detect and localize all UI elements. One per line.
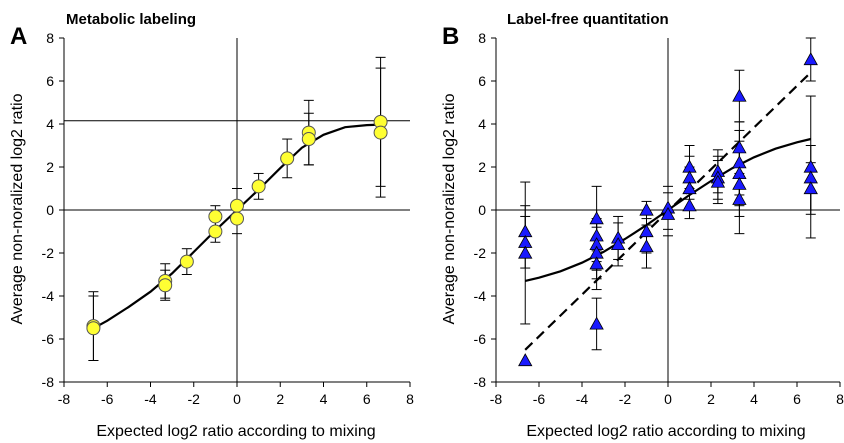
data-point [732,88,747,102]
x-tick-label: -2 [619,391,632,407]
x-tick-label: 8 [406,391,414,407]
y-axis-label: Average non-noralized log2 ratio [441,93,458,324]
x-tick-label: -4 [144,391,157,407]
data-point [208,209,223,224]
x-tick-label: -6 [101,391,114,407]
data-point [639,202,654,216]
data-point [732,191,747,205]
chart-title: Metabolic labeling [66,11,196,28]
x-tick-label: -8 [58,391,71,407]
x-tick-label: -2 [188,391,201,407]
data-point [682,181,697,195]
y-tick-label: -4 [42,288,55,304]
x-tick-label: 4 [750,391,758,407]
data-point [710,174,726,188]
y-axis-label: Average non-noralized log2 ratio [9,93,26,324]
data-point [230,211,244,226]
data-point [518,353,533,367]
y-tick-label: -8 [42,374,55,390]
x-tick-label: -6 [533,391,546,407]
y-tick-label: 6 [46,73,54,89]
chart-title: Label-free quantitation [507,11,669,28]
data-point [660,206,676,220]
data-point [251,179,266,194]
y-tick-label: 4 [478,116,486,132]
x-tick-label: 0 [664,391,672,407]
data-point [732,140,747,154]
data-point [682,198,697,212]
y-tick-label: -2 [42,245,55,261]
x-axis-label: Expected log2 ratio according to mixing [96,423,375,440]
y-tick-label: -6 [42,331,55,347]
data-point [589,316,604,330]
data-point [301,132,316,147]
panel-letter: B [442,23,459,50]
data-point [158,278,173,293]
data-point [610,237,626,251]
y-tick-label: -8 [474,374,487,390]
data-point [373,125,388,140]
data-point [86,321,101,336]
x-tick-label: 4 [320,391,328,407]
y-tick-label: 6 [478,73,486,89]
data-point [230,198,244,213]
x-axis-label: Expected log2 ratio according to mixing [526,423,805,440]
data-point [639,224,654,238]
data-point [518,245,533,259]
data-point [639,239,654,253]
y-tick-label: -4 [474,288,487,304]
data-point [589,256,604,270]
data-point [589,211,604,225]
plot-area: -8 -6 -4 -2 0 2 4 6 8 -8 -6 -4 -2 0 2 4 6 8 [474,30,844,407]
data-point [280,151,295,166]
x-tick-label: 2 [276,391,284,407]
panel-b: B Label-free quantitation Expected log2 … [441,11,844,440]
y-tick-label: 8 [46,30,54,46]
data-point [803,52,818,66]
y-tick-label: 0 [46,202,54,218]
x-tick-label: 0 [233,391,241,407]
y-tick-label: 2 [478,159,486,175]
x-tick-label: 6 [793,391,801,407]
x-tick-label: -8 [490,391,503,407]
data-point [732,176,747,190]
x-tick-label: 6 [363,391,371,407]
y-tick-label: 8 [478,30,486,46]
panel-letter: A [10,23,27,50]
x-tick-label: 8 [836,391,844,407]
x-tick-label: -4 [576,391,589,407]
y-tick-label: 4 [46,116,54,132]
y-tick-label: 0 [478,202,486,218]
y-tick-label: -2 [474,245,487,261]
x-tick-label: 2 [707,391,715,407]
data-point [208,224,223,239]
data-point [803,181,818,195]
plot-area: -8 -6 -4 -2 0 2 4 6 8 -8 -6 -4 -2 0 2 4 6 8 [42,30,415,407]
y-tick-label: -6 [474,331,487,347]
panel-a: A Metabolic labeling Expected log2 ratio… [9,11,414,440]
y-tick-label: 2 [46,159,54,175]
data-point [179,254,194,269]
